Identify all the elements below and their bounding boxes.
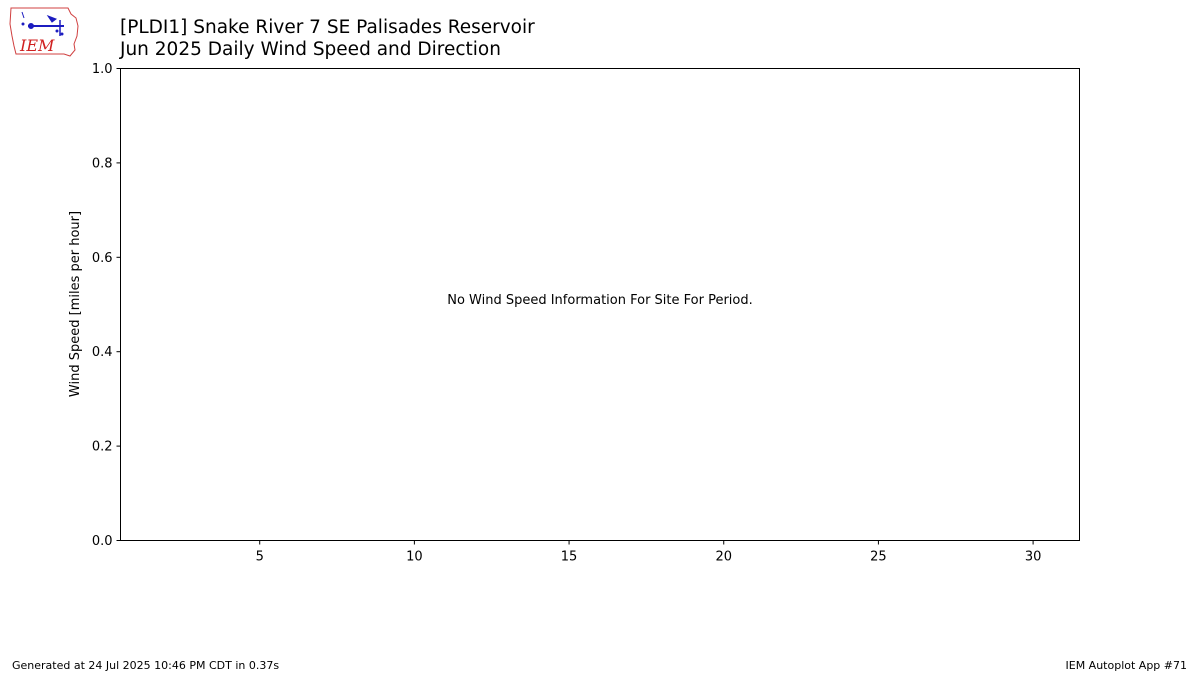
- plot-area-frame: [120, 68, 1080, 541]
- x-tick-label: 15: [561, 550, 578, 565]
- iem-logo: IEM: [9, 7, 79, 57]
- x-tick-label: 30: [1025, 550, 1042, 565]
- y-tick-label: 0.2: [92, 440, 113, 455]
- y-tick-label: 0.0: [92, 534, 113, 549]
- weather-station-icon: [21, 11, 64, 36]
- y-tick-label: 0.8: [92, 156, 113, 171]
- x-tick-label: 5: [256, 550, 264, 565]
- chart-title-line2: Jun 2025 Daily Wind Speed and Direction: [120, 39, 501, 60]
- y-axis-label: Wind Speed [miles per hour]: [68, 211, 83, 397]
- x-tick-label: 10: [406, 550, 423, 565]
- chart-title-line1: [PLDI1] Snake River 7 SE Palisades Reser…: [120, 17, 535, 38]
- y-tick-label: 0.4: [92, 345, 113, 360]
- autoplot-app-label: IEM Autoplot App #71: [1065, 659, 1188, 672]
- chart-title: [PLDI1] Snake River 7 SE Palisades Reser…: [120, 17, 535, 61]
- y-tick-label: 1.0: [92, 62, 113, 77]
- logo-text: IEM: [19, 36, 55, 55]
- y-axis: 0.0 0.2 0.4 0.6 0.8 1.0: [92, 62, 121, 549]
- y-tick-label: 0.6: [92, 251, 113, 266]
- no-data-annotation: No Wind Speed Information For Site For P…: [447, 293, 753, 308]
- x-tick-label: 20: [715, 550, 732, 565]
- x-axis: 5 10 15 20 25 30: [256, 540, 1042, 565]
- iowa-outline-icon: [9, 7, 79, 57]
- x-tick-label: 25: [870, 550, 887, 565]
- generated-timestamp: Generated at 24 Jul 2025 10:46 PM CDT in…: [12, 659, 280, 672]
